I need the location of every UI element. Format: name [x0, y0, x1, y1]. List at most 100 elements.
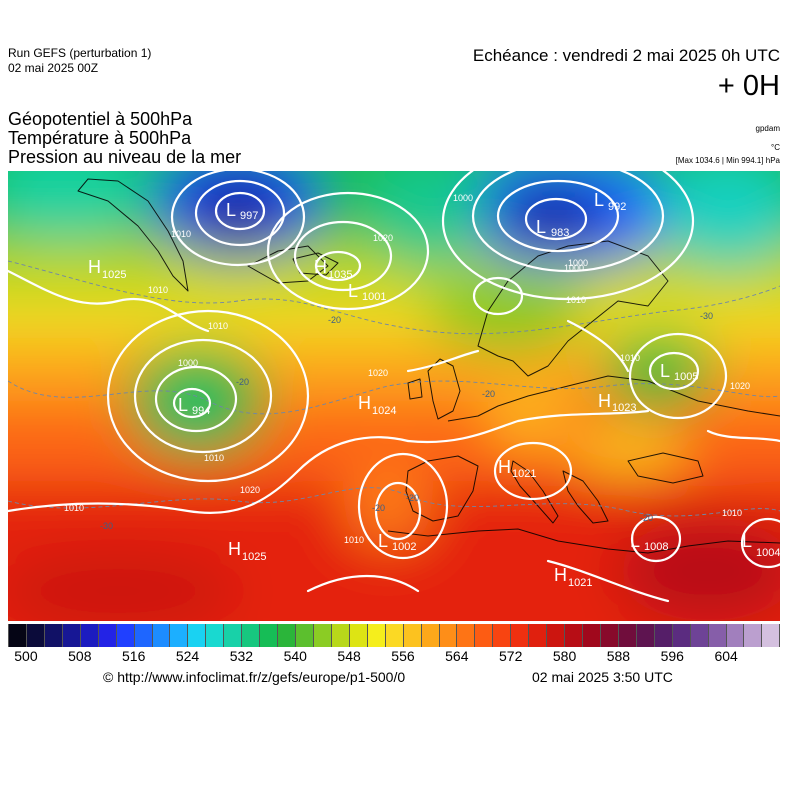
color-swatch	[457, 624, 476, 647]
parameter-list: Géopotentiel à 500hPa Température à 500h…	[8, 110, 241, 167]
color-swatch	[547, 624, 566, 647]
temperature-label: -20	[406, 493, 419, 503]
color-swatch	[475, 624, 494, 647]
color-swatch	[726, 624, 745, 647]
color-swatch	[188, 624, 207, 647]
isobar-label: 1000	[564, 263, 584, 273]
pressure-system-value: 1021	[512, 468, 536, 480]
pressure-system-value: 1024	[372, 405, 396, 417]
color-swatch	[654, 624, 673, 647]
weather-map: L 997 H 1025 H 1035 L 1001 L 983 L 992 L…	[8, 171, 780, 621]
isobar-label: 1020	[240, 485, 260, 495]
temperature-label: -20	[372, 503, 385, 513]
color-swatch	[278, 624, 296, 647]
pressure-system-value: 1023	[612, 402, 636, 414]
color-swatch	[152, 624, 171, 647]
temperature-labels: -20 -30 -20 -20 -30 -20 -20 -20	[100, 311, 713, 531]
color-swatch	[260, 624, 279, 647]
color-swatch	[439, 624, 458, 647]
pressure-system-value: 1004	[756, 547, 780, 559]
pressure-system-value: 1025	[102, 269, 126, 281]
pressure-system-letter: L	[178, 395, 188, 415]
color-scale-tick: 604	[714, 648, 738, 664]
isobar-label: 1020	[730, 381, 750, 391]
color-scale-tick: 516	[121, 648, 146, 664]
pressure-system-letter: H	[598, 391, 611, 411]
pressure-system-letter: L	[660, 361, 670, 381]
color-scale-tick: 572	[499, 648, 523, 664]
color-scale-tick: 596	[660, 648, 684, 664]
color-scale-tick: 540	[283, 648, 307, 664]
isobar-label: 1010	[171, 229, 191, 239]
isobar-label: 1010	[204, 453, 224, 463]
color-swatch	[349, 624, 368, 647]
pressure-system-letter: H	[314, 257, 327, 277]
forecast-offset: + 0H	[717, 70, 780, 102]
unit-gpdam: gpdam	[755, 124, 780, 133]
color-swatch	[690, 624, 709, 647]
pressure-system-value: 1005	[674, 371, 698, 383]
param-geopotential: Géopotentiel à 500hPa	[8, 109, 193, 129]
color-scale-ticks: 500 508 516 524 532 540 548 556 564 572 580 588 596 6…	[8, 648, 780, 666]
color-swatch	[296, 624, 314, 647]
color-swatch	[385, 624, 404, 647]
color-swatch	[116, 624, 135, 647]
isobar-label: 1000	[568, 258, 588, 268]
isobar-label: 1020	[373, 233, 393, 243]
pressure-system-letter: H	[228, 539, 241, 559]
pressure-system-letter: L	[536, 217, 546, 237]
color-scale-tick: 548	[337, 648, 361, 664]
pressure-system-letter: H	[88, 257, 101, 277]
credit-url: © http://www.infoclimat.fr/z/gefs/europe…	[103, 669, 406, 685]
color-scale-tick: 500	[14, 648, 38, 664]
isobar-label: 1010	[208, 321, 228, 331]
isobar-label: 1010	[566, 295, 586, 305]
color-scale-tick: 564	[445, 648, 469, 664]
run-date: 02 mai 2025 00Z	[8, 61, 99, 75]
isobar-label: 1010	[344, 535, 364, 545]
isobar-label: 1010	[620, 353, 640, 363]
isobar-labels: 1010 1000 1020 1010 1000 1010 1000 1010 …	[64, 193, 750, 545]
color-scale-tick: 532	[229, 648, 254, 664]
color-scale-tick: 580	[552, 648, 577, 664]
unit-celsius: °C	[771, 143, 780, 152]
color-swatch	[8, 624, 27, 647]
pressure-systems: L 997 H 1025 H 1035 L 1001 L 983 L 992 L…	[88, 190, 780, 589]
color-swatch	[44, 624, 63, 647]
color-swatch	[313, 624, 332, 647]
pressure-system-letter: L	[742, 531, 752, 551]
pressure-system-value: 1002	[392, 541, 416, 553]
color-swatch	[762, 624, 781, 647]
temperature-label: -20	[482, 389, 495, 399]
pressure-system-letter: H	[358, 393, 371, 413]
color-swatch	[744, 624, 763, 647]
color-swatch	[206, 624, 225, 647]
color-swatch	[134, 624, 153, 647]
isobar-label: 1010	[722, 508, 742, 518]
color-swatch	[403, 624, 422, 647]
pressure-system-letter: H	[554, 565, 567, 585]
color-swatch	[565, 624, 583, 647]
color-swatch	[98, 624, 117, 647]
pressure-system-letter: L	[378, 531, 388, 551]
color-swatch	[80, 624, 99, 647]
color-swatch	[583, 624, 601, 647]
pressure-system-value: 1035	[328, 269, 352, 281]
pressure-system-value: 992	[608, 201, 626, 213]
forecast-time: Echéance : vendredi 2 mai 2025 0h UTC	[472, 46, 780, 65]
color-swatch	[62, 624, 81, 647]
temperature-label: -20	[640, 513, 653, 523]
temperature-label: -30	[100, 521, 113, 531]
isobars	[8, 171, 780, 603]
geopotential-field	[8, 171, 780, 621]
pressure-system-value: 1001	[362, 291, 386, 303]
generation-timestamp: 02 mai 2025 3:50 UTC	[532, 669, 673, 685]
param-pressure: Pression au niveau de la mer	[8, 147, 242, 167]
color-swatch	[529, 624, 548, 647]
pressure-system-value: 997	[240, 210, 258, 222]
pressure-system-value: 994	[192, 405, 210, 417]
color-swatch	[618, 624, 637, 647]
pressure-system-value: 1021	[568, 577, 592, 589]
color-swatch	[511, 624, 530, 647]
isobar-label: 1000	[453, 193, 473, 203]
